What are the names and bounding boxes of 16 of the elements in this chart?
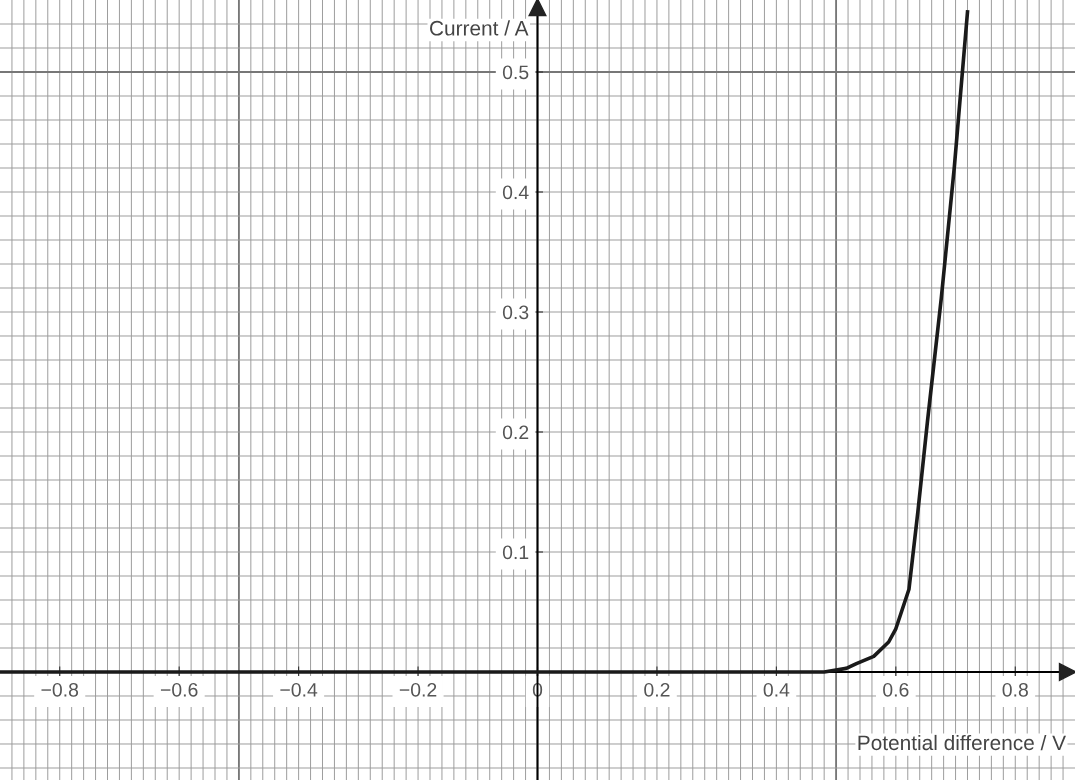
y-tick-label: 0.5: [502, 65, 529, 80]
y-axis-title: Current / A: [430, 20, 529, 36]
x-tick-label: −0.4: [280, 682, 318, 697]
x-tick-label: −0.8: [41, 682, 79, 697]
x-tick-label: 0.2: [644, 682, 670, 697]
x-tick-label: 0.8: [1002, 682, 1028, 697]
x-axis-title: Potential difference / V: [858, 734, 1066, 751]
y-tick-label: 0.4: [502, 185, 529, 200]
y-tick-label: 0.2: [502, 425, 529, 440]
line-series: [0, 10, 970, 674]
x-tick-label: 0.6: [883, 682, 909, 697]
y-tick-label: 0.1: [502, 545, 529, 560]
x-tick-label: −0.6: [160, 682, 198, 697]
x-tick-label: −0.2: [399, 682, 437, 697]
y-tick-label: 0.3: [502, 305, 529, 320]
x-tick-label: 0.4: [763, 682, 790, 697]
